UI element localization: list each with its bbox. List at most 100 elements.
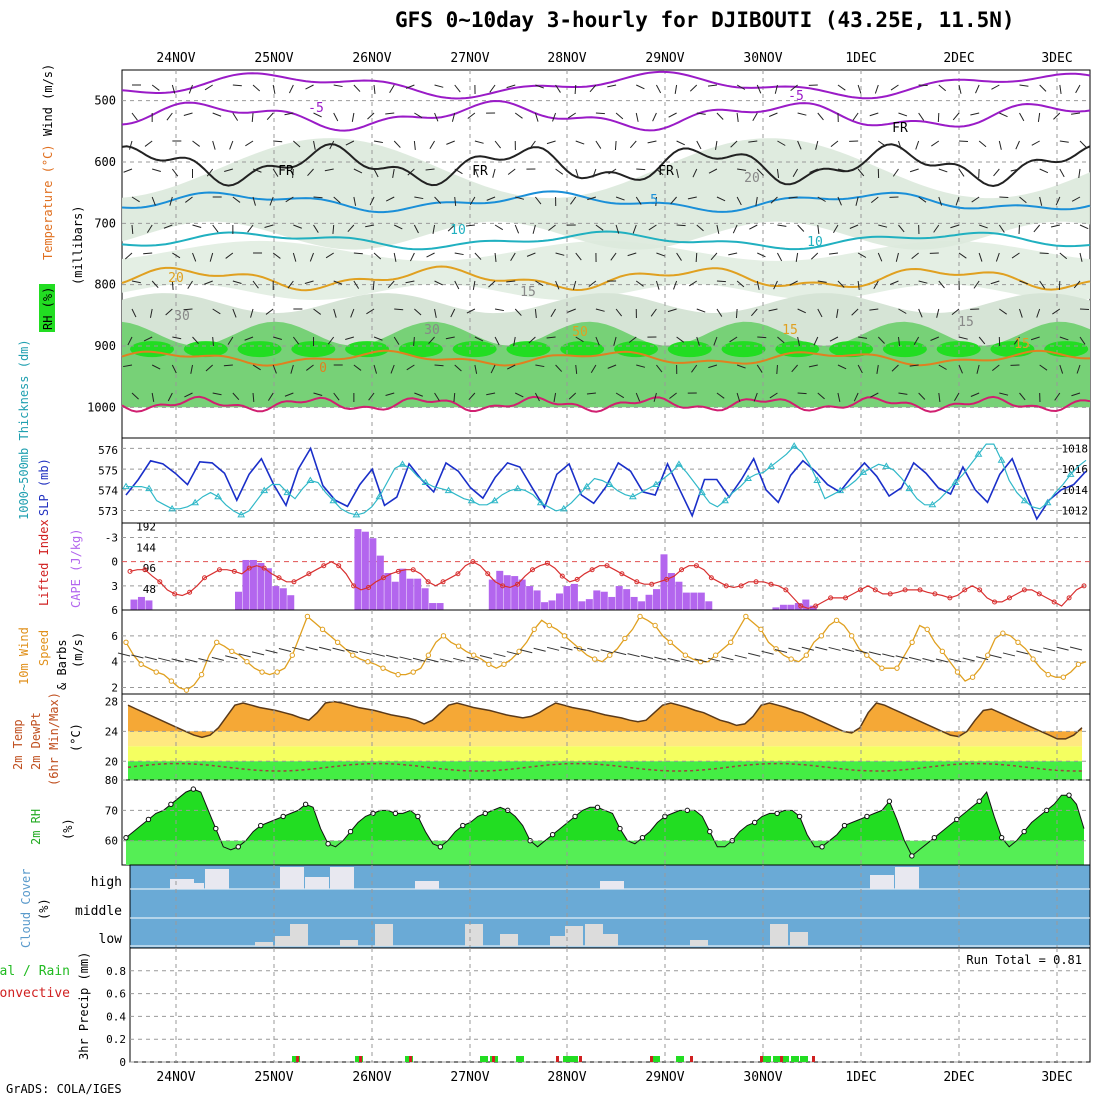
cape-bar [631,597,638,610]
bottom-date-label: 29NOV [645,1070,684,1085]
temp-tick-label: 24 [105,725,119,738]
cape-bar [377,556,384,610]
wind-speed-marker [804,653,808,657]
wind-speed-marker [713,653,717,657]
cape-bar [690,593,697,610]
wind-speed-marker [184,688,188,692]
contour-label: 10 [807,235,823,250]
cape-bar [429,603,436,610]
cape-bar [653,589,660,610]
wind-axis-title-2: Speed [37,630,51,666]
precip-bar [480,1056,488,1062]
wind-speed-marker [729,640,733,644]
wind-speed-marker [849,634,853,638]
rh-high-cell [614,341,658,357]
cape-bar [138,597,145,610]
wind-speed-marker [653,623,657,627]
precip-tick-label: 0 [119,1056,126,1069]
bottom-date-label: 28NOV [547,1070,586,1085]
contour-label: 30 [174,309,190,324]
lifted-index-tick-label: 3 [111,580,118,593]
cloud-high-bar [870,875,894,889]
wind-speed-marker [472,653,476,657]
cloud-low-bar [255,942,273,946]
wind-speed-marker [124,640,128,644]
cloud-high-bar [305,877,329,889]
cloud-axis-title: Cloud Cover [19,869,33,948]
cape-bar [504,575,511,610]
cape-bar [131,600,138,610]
cape-bar [287,595,294,610]
slp-axis-title: SLP (mb) [37,458,51,516]
cape-bar [242,560,249,610]
convective-precip-bar [760,1056,763,1062]
cape-tick-label: 192 [136,520,156,533]
wind-speed-marker [955,670,959,674]
contour-label: 15 [520,285,536,300]
precip-axis-title: 3hr Precip (mm) [77,952,91,1060]
convective-precip-bar [296,1056,299,1062]
rh-marker [865,814,869,818]
bottom-date-label: 3DEC [1041,1070,1072,1085]
rh-marker [887,799,891,803]
wind-speed-marker [880,666,884,670]
rh-marker [214,826,218,830]
wind-speed-marker [215,640,219,644]
lifted-index-tick-label: -3 [105,532,118,545]
contour-label: FR [892,121,908,136]
wind-barb [677,225,686,226]
precip-bar [516,1056,524,1062]
wind-barb [757,337,766,338]
rh-marker [797,814,801,818]
wind-speed-marker [1046,672,1050,676]
legend-rh: RH (%) [41,287,55,330]
cape-bar [145,600,152,610]
cape-bar [660,554,667,610]
thickness-tick-label: 575 [98,464,118,477]
rh-marker [708,829,712,833]
precip-tick-label: 0.4 [106,1010,126,1023]
cloud-high-bar [280,867,304,889]
wind-speed-marker [275,670,279,674]
temp-axis-title-4: (°C) [69,723,83,752]
cape-bar [563,586,570,610]
top-date-label: 30NOV [743,51,782,66]
cloud-low-bar [340,940,358,946]
wind-speed-marker [502,662,506,666]
contour-label: FR [658,164,674,179]
contour-label: 15 [958,315,974,330]
wind-speed-marker [320,627,324,631]
contour-label: 15 [782,323,798,338]
wind-speed-marker [1076,662,1080,666]
cape-bar [407,579,414,610]
cape-bar [414,579,421,610]
cloud-low-bar [500,934,518,946]
pressure-tick-label: 1000 [87,400,116,414]
rh-marker [1067,793,1071,797]
wind-barb [717,281,726,282]
footer-credit: GrADS: COLA/IGES [6,1082,122,1096]
wind-speed-marker [305,614,309,618]
cape-bar [675,582,682,610]
rh-marker [461,823,465,827]
wind-axis-title-4: (m/s) [71,632,85,668]
cloud-low-bar [290,924,308,946]
contour-label: 5 [650,193,658,208]
rh-marker [438,845,442,849]
cloud-high-bar [330,867,354,889]
wind-speed-marker [426,653,430,657]
rh-marker [191,787,195,791]
wind-speed-marker [744,614,748,618]
cape-bar [616,586,623,610]
cloud-high-bar [895,867,919,889]
wind-speed-marker [411,670,415,674]
rh-marker [977,799,981,803]
cape-bar [280,588,287,610]
wind-tick-label: 4 [111,656,118,669]
wind-speed-marker [986,653,990,657]
wind-speed-marker [441,634,445,638]
contour-label: -5 [308,101,324,116]
wind-barb [615,141,616,150]
rh-marker [169,802,173,806]
temp-tick-label: 20 [105,755,118,768]
